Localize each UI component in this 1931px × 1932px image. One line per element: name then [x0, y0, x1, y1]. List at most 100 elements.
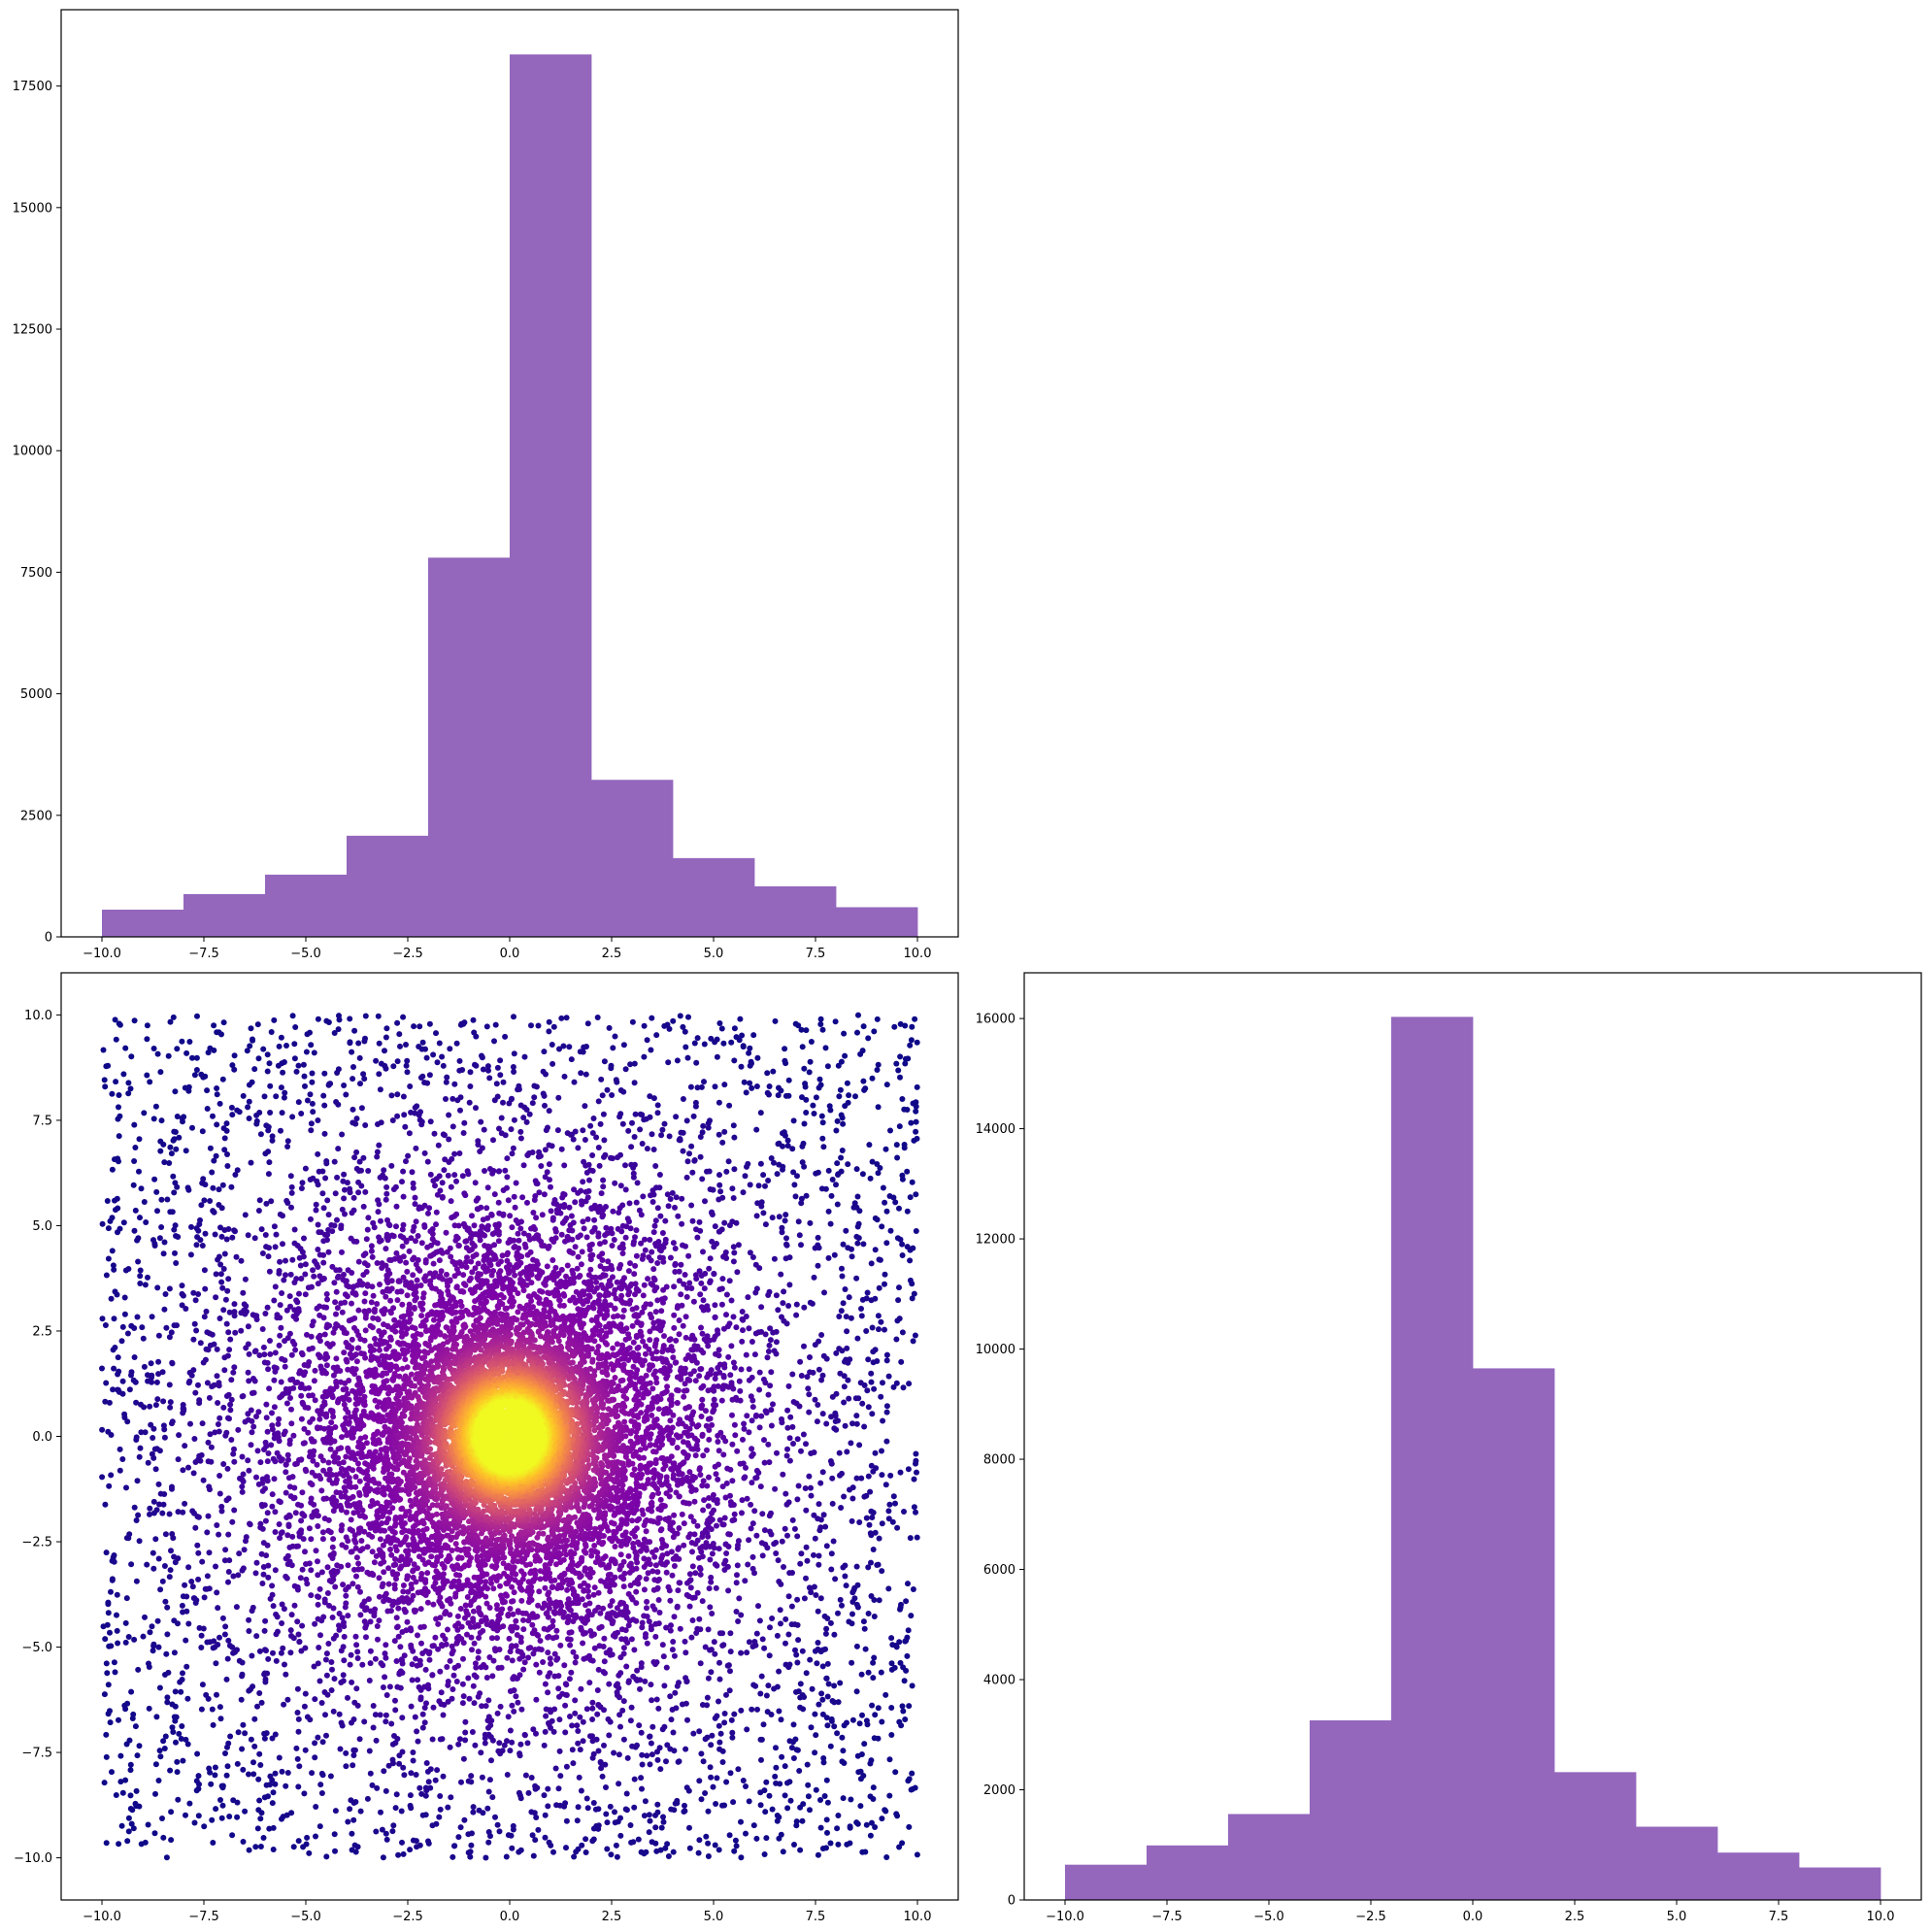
scatter-point: [671, 1563, 678, 1569]
scatter-point: [183, 1306, 189, 1312]
scatter-point: [255, 1776, 262, 1782]
scatter-point: [546, 1633, 552, 1640]
scatter-point: [601, 1742, 607, 1749]
scatter-point: [524, 1740, 531, 1747]
scatter-point: [358, 1183, 365, 1189]
scatter-point: [662, 1845, 669, 1851]
scatter-point: [764, 1354, 771, 1361]
scatter-point: [842, 1422, 849, 1429]
scatter-point: [767, 1325, 774, 1332]
scatter-point: [355, 1189, 362, 1196]
scatter-point: [537, 1638, 544, 1644]
scatter-point: [706, 1474, 712, 1481]
scatter-point: [210, 1840, 216, 1846]
scatter-point: [467, 1083, 474, 1089]
scatter-point: [879, 1448, 884, 1454]
scatter-point: [410, 1184, 416, 1191]
scatter-point: [580, 1738, 586, 1745]
scatter-point: [803, 1110, 810, 1116]
scatter-point: [146, 1705, 152, 1712]
scatter-point: [821, 1793, 828, 1799]
scatter-point: [865, 1611, 872, 1616]
scatter-point: [849, 1599, 856, 1605]
scatter-point: [303, 1468, 310, 1475]
scatter-point: [605, 1611, 612, 1617]
scatter-point: [343, 1330, 350, 1337]
scatter-point: [513, 1693, 519, 1700]
scatter-point: [308, 1495, 315, 1502]
scatter-point: [868, 1260, 875, 1267]
scatter-point: [892, 1199, 899, 1206]
scatter-point: [671, 1283, 678, 1290]
scatter-point: [118, 1338, 125, 1345]
scatter-point: [712, 1842, 718, 1849]
scatter-point: [468, 1773, 475, 1780]
scatter-point: [320, 1276, 327, 1282]
scatter-point: [284, 1770, 291, 1776]
scatter-point: [112, 1345, 118, 1350]
scatter-point: [416, 1683, 422, 1690]
scatter-point: [746, 1366, 752, 1373]
scatter-point: [174, 1114, 181, 1119]
scatter-point: [321, 1102, 328, 1109]
scatter-point: [448, 1183, 454, 1190]
scatter-point: [150, 1549, 156, 1556]
scatter-point: [338, 1563, 345, 1570]
scatter-point: [780, 1166, 785, 1173]
scatter-point: [656, 1247, 663, 1253]
scatter-point: [223, 1236, 230, 1243]
scatter-point: [612, 1809, 617, 1815]
scatter-point: [779, 1753, 785, 1760]
scatter-point: [315, 1660, 321, 1667]
scatter-point: [155, 1481, 162, 1487]
scatter-point: [855, 1769, 862, 1776]
scatter-point: [297, 1262, 304, 1269]
scatter-point: [265, 1127, 272, 1134]
scatter-point: [294, 1299, 301, 1306]
scatter-point: [663, 1569, 670, 1576]
scatter-point: [730, 1122, 737, 1129]
scatter-point: [99, 1365, 105, 1372]
scatter-point: [650, 1266, 657, 1273]
scatter-point: [632, 1291, 638, 1298]
scatter-point: [382, 1674, 388, 1681]
scatter-point: [111, 1316, 117, 1322]
scatter-point: [744, 1726, 750, 1733]
scatter-point: [167, 1018, 174, 1025]
scatter-point: [123, 1484, 129, 1491]
scatter-point: [904, 1208, 911, 1215]
scatter-point: [216, 1253, 222, 1260]
scatter-point: [154, 1284, 161, 1291]
scatter-point: [628, 1839, 635, 1846]
scatter-point: [358, 1167, 364, 1174]
scatter-point: [111, 1365, 117, 1372]
scatter-point: [558, 1015, 565, 1021]
scatter-point: [162, 1598, 169, 1605]
scatter-point: [187, 1251, 194, 1258]
scatter-point: [708, 1035, 715, 1042]
scatter-point: [572, 1199, 579, 1206]
scatter-point: [218, 1205, 225, 1212]
scatter-point: [601, 1635, 608, 1642]
scatter-point: [715, 1476, 721, 1482]
scatter-point: [351, 1315, 358, 1321]
scatter-point: [315, 1558, 320, 1565]
scatter-point: [835, 1813, 842, 1818]
scatter-point: [857, 1803, 864, 1810]
scatter-point: [782, 1490, 789, 1497]
scatter-point: [672, 1246, 679, 1251]
scatter-point: [832, 1418, 839, 1424]
scatter-point: [851, 1584, 858, 1591]
scatter-point: [432, 1634, 439, 1641]
histogram-bar: [183, 893, 266, 937]
scatter-point: [731, 1711, 738, 1717]
scatter-point: [293, 1745, 300, 1751]
scatter-point: [696, 1728, 703, 1735]
scatter-point: [382, 1175, 388, 1182]
scatter-point: [639, 1785, 645, 1792]
scatter-point: [708, 1742, 715, 1749]
scatter-point: [417, 1606, 424, 1613]
scatter-point: [404, 1268, 411, 1275]
scatter-point: [567, 1222, 574, 1228]
scatter-point: [321, 1070, 328, 1077]
